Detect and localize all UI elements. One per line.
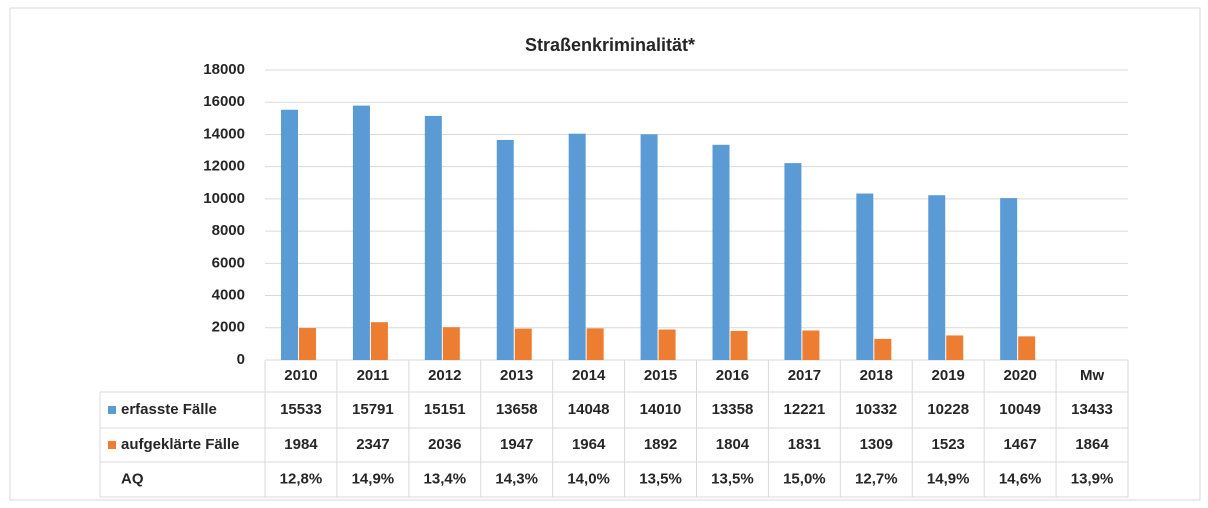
table-value: 1947 <box>500 436 533 453</box>
bar <box>1018 336 1036 360</box>
bar <box>658 329 676 360</box>
table-value: 14,9% <box>927 470 970 487</box>
bar <box>784 163 802 360</box>
y-tick-label: 4000 <box>212 287 245 304</box>
y-tick-label: 2000 <box>212 319 245 336</box>
legend-key <box>108 441 116 449</box>
legend-label: erfasste Fälle <box>121 401 217 418</box>
table-value: 1523 <box>932 436 965 453</box>
x-tick-label: 2012 <box>428 367 461 384</box>
x-tick-label: 2020 <box>1003 367 1036 384</box>
x-tick-label: 2011 <box>357 367 390 384</box>
table-value: 1892 <box>644 436 677 453</box>
bar <box>424 115 442 360</box>
table-value: 13358 <box>712 401 754 418</box>
table-value: 14,6% <box>999 470 1042 487</box>
bar <box>281 109 298 360</box>
bar <box>1000 198 1018 360</box>
table-value: 13,5% <box>711 470 754 487</box>
table-value: 13658 <box>496 401 538 418</box>
legend-label: aufgeklärte Fälle <box>121 436 239 453</box>
table-value: 14,9% <box>352 470 395 487</box>
bar <box>946 335 964 360</box>
chart-frame <box>9 7 1201 501</box>
table-value: 12,8% <box>280 470 323 487</box>
table-value: 10049 <box>999 401 1041 418</box>
bar <box>568 133 586 360</box>
x-tick-label: 2015 <box>644 367 677 384</box>
bar <box>874 338 892 360</box>
x-tick-label: 2018 <box>860 367 893 384</box>
x-tick-label: 2013 <box>500 367 533 384</box>
table-value: 1804 <box>716 436 750 453</box>
table-value: 1864 <box>1075 436 1109 453</box>
table-value: 12,7% <box>855 470 898 487</box>
table-value: 10332 <box>855 401 897 418</box>
table-value: 1984 <box>284 436 318 453</box>
x-tick-label: 2010 <box>284 367 317 384</box>
bar <box>712 144 730 360</box>
table-value: 13,5% <box>639 470 682 487</box>
bar <box>370 322 388 360</box>
table-value: 12221 <box>784 401 826 418</box>
bar <box>514 328 532 360</box>
table-value: 1467 <box>1003 436 1036 453</box>
bar <box>856 193 874 360</box>
bar <box>928 195 946 360</box>
bar <box>496 139 514 360</box>
bar <box>640 134 658 360</box>
chart-title: Straßenkriminalität* <box>525 35 695 55</box>
table-value: 14,0% <box>567 470 610 487</box>
bar <box>299 328 316 360</box>
y-tick-label: 16000 <box>203 93 245 110</box>
table-value: 1831 <box>788 436 821 453</box>
y-tick-label: 0 <box>237 351 245 368</box>
table-value: 1309 <box>860 436 893 453</box>
y-tick-label: 6000 <box>212 254 245 271</box>
table-value: 1964 <box>572 436 606 453</box>
x-tick-label: 2014 <box>572 367 606 384</box>
table-value: 10228 <box>927 401 969 418</box>
x-tick-label: 2017 <box>788 367 821 384</box>
table-value: 13,4% <box>424 470 467 487</box>
y-tick-label: 14000 <box>203 125 245 142</box>
bar <box>352 105 370 360</box>
table-value: 13433 <box>1071 401 1113 418</box>
y-tick-label: 12000 <box>203 158 245 175</box>
x-tick-label: 2016 <box>716 367 749 384</box>
table-value: 13,9% <box>1071 470 1114 487</box>
bar <box>442 327 460 360</box>
row-label: AQ <box>121 470 144 487</box>
table-value: 14048 <box>568 401 610 418</box>
bar <box>802 330 820 360</box>
x-tick-label: 2019 <box>932 367 965 384</box>
y-tick-label: 10000 <box>203 190 245 207</box>
bar <box>730 330 748 360</box>
table-value: 15533 <box>280 401 322 418</box>
table-value: 14010 <box>640 401 682 418</box>
y-tick-label: 18000 <box>203 61 245 78</box>
table-value: 15,0% <box>783 470 826 487</box>
x-tick-label: Mw <box>1080 367 1104 384</box>
table-value: 15791 <box>352 401 394 418</box>
table-value: 2347 <box>356 436 389 453</box>
table-value: 14,3% <box>495 470 538 487</box>
table-value: 2036 <box>428 436 461 453</box>
legend-key <box>108 406 116 414</box>
table-value: 15151 <box>424 401 466 418</box>
y-tick-label: 8000 <box>212 222 245 239</box>
bar <box>586 328 604 360</box>
